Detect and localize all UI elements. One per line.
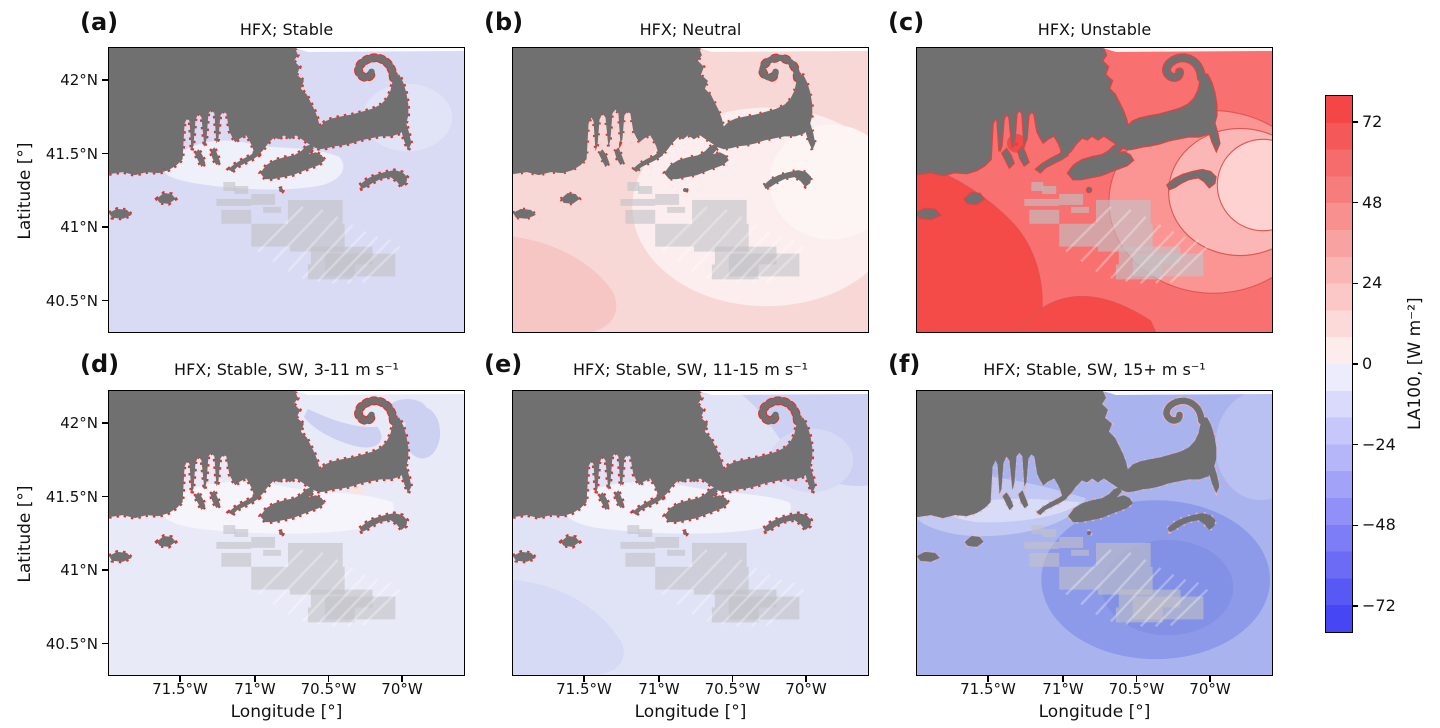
map-panel-b (512, 47, 869, 333)
x-tickmark (805, 676, 807, 682)
y-tickmark (102, 299, 108, 302)
colorbar-tick-label: −48 (1362, 515, 1396, 535)
x-tick-label: 71°W (638, 680, 680, 698)
y-tick-label: 42°N (60, 71, 98, 89)
colorbar-tickmark (1353, 443, 1358, 446)
y-tickmark (102, 226, 108, 228)
x-tickmark (658, 676, 660, 682)
x-tick-label: 71°W (1042, 680, 1084, 698)
y-tick-label: 41°N (60, 561, 98, 579)
panel-title-c: HFX; Unstable (1037, 20, 1152, 39)
y-tick-label: 40.5°N (45, 634, 98, 653)
colorbar-tick-label: −24 (1362, 434, 1396, 454)
panel-title-d: HFX; Stable, SW, 3-11 m s⁻¹ (174, 360, 399, 379)
panel-label-f: (f) (888, 350, 921, 378)
y-tickmark (102, 422, 108, 424)
x-tick-label: 70°W (1189, 680, 1231, 698)
colorbar (1325, 95, 1353, 633)
x-tickmark (327, 676, 330, 682)
x-tickmark (401, 676, 403, 682)
x-tickmark (987, 676, 989, 682)
y-tick-label: 41.5°N (45, 487, 98, 506)
x-tick-label: 71.5°W (960, 680, 1016, 698)
map-panel-f (916, 390, 1273, 676)
y-tick-label: 41°N (60, 218, 98, 236)
x-axis-label-f: Longitude [°] (1038, 702, 1151, 722)
colorbar-tick-label: 24 (1362, 273, 1383, 293)
panel-title-b: HFX; Neutral (639, 20, 742, 39)
x-tickmark (583, 676, 585, 682)
x-tickmark (731, 676, 734, 682)
colorbar-tickmark (1353, 282, 1358, 285)
colorbar-tick-label: 72 (1362, 111, 1383, 131)
x-tickmark (254, 676, 256, 682)
y-tickmark (102, 569, 108, 571)
x-tickmark (1135, 676, 1138, 682)
colorbar-tick-label: 0 (1362, 354, 1373, 373)
colorbar-tickmark (1353, 201, 1358, 204)
x-tickmark (1062, 676, 1064, 682)
x-tick-label: 71°W (234, 680, 276, 698)
map-panel-a (108, 47, 465, 333)
map-panel-d (108, 390, 465, 676)
x-axis-label-e: Longitude [°] (634, 702, 747, 722)
panel-label-e: (e) (484, 350, 523, 378)
x-tick-label: 70.5°W (300, 680, 357, 698)
x-tick-label: 70.5°W (704, 680, 761, 698)
colorbar-label: LA100, [W m⁻²] (1405, 297, 1425, 431)
y-tickmark (102, 495, 108, 498)
x-tick-label: 70°W (381, 680, 423, 698)
y-tickmark (102, 79, 108, 81)
panel-label-a: (a) (80, 8, 119, 36)
y-tickmark (102, 152, 108, 155)
panel-title-a: HFX; Stable (239, 20, 334, 39)
colorbar-tickmark (1353, 363, 1358, 365)
colorbar-tick-label: 48 (1362, 192, 1383, 212)
x-tick-label: 70°W (785, 680, 827, 698)
x-tick-label: 71.5°W (152, 680, 208, 698)
x-tick-label: 70.5°W (1108, 680, 1165, 698)
colorbar-tickmark (1353, 524, 1358, 527)
colorbar-tick-label: −72 (1362, 596, 1396, 616)
map-panel-e (512, 390, 869, 676)
y-tick-label: 40.5°N (45, 291, 98, 310)
x-tickmark (1209, 676, 1211, 682)
y-tick-label: 42°N (60, 414, 98, 432)
x-axis-label-d: Longitude [°] (230, 702, 343, 722)
x-tickmark (179, 676, 181, 682)
panel-title-e: HFX; Stable, SW, 11-15 m s⁻¹ (572, 360, 809, 379)
colorbar-tickmark (1353, 605, 1358, 607)
panel-title-f: HFX; Stable, SW, 15+ m s⁻¹ (983, 360, 1206, 379)
y-tickmark (102, 642, 108, 645)
panel-label-b: (b) (484, 8, 524, 36)
map-panel-c (916, 47, 1273, 333)
y-tick-label: 41.5°N (45, 144, 98, 163)
colorbar-tickmark (1353, 121, 1358, 123)
panel-label-d: (d) (80, 350, 120, 378)
x-tick-label: 71.5°W (556, 680, 612, 698)
panel-label-c: (c) (888, 8, 925, 36)
